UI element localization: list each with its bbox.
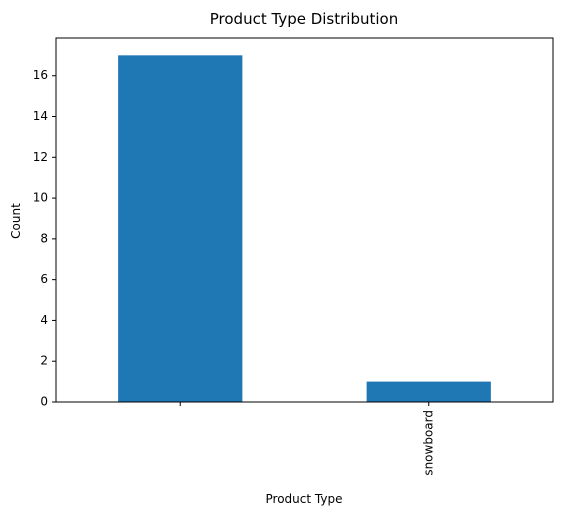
bar-snowboard [366, 381, 491, 402]
x-axis: snowboard [179, 402, 435, 476]
x-axis-label: Product Type [266, 492, 343, 506]
chart-title: Product Type Distribution [210, 10, 398, 28]
bar-blank [118, 55, 243, 402]
y-tick-label: 8 [40, 231, 48, 245]
y-tick-label: 0 [40, 395, 48, 409]
plot-frame [55, 37, 554, 403]
y-tick-label: 6 [40, 272, 48, 286]
y-axis-label: Count [9, 203, 23, 239]
y-tick-label: 10 [33, 191, 48, 205]
y-axis: 0 2 4 6 8 10 12 14 16 [33, 68, 56, 409]
y-tick-label: 12 [33, 150, 48, 164]
y-tick-label: 2 [40, 354, 48, 368]
y-tick-label: 4 [40, 313, 48, 327]
y-tick-label: 14 [33, 109, 48, 123]
x-tick-label: snowboard [421, 410, 435, 476]
plot-area [118, 55, 491, 402]
y-tick-label: 16 [33, 68, 48, 82]
